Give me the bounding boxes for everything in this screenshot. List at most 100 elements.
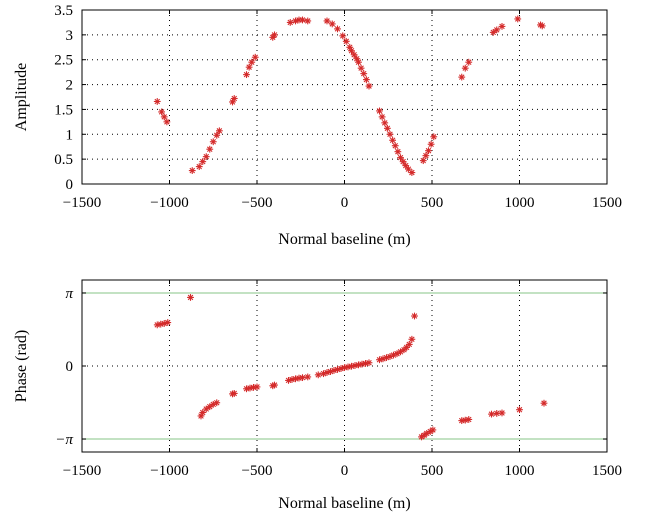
data-point — [230, 95, 238, 102]
y-tick-label: 0 — [66, 177, 74, 193]
data-point — [213, 399, 221, 407]
y-tick-label: 0.5 — [54, 152, 73, 168]
x-tick-label: −1000 — [150, 195, 188, 211]
data-point — [419, 157, 427, 165]
x-tick-label: −500 — [242, 195, 273, 211]
data-point — [304, 17, 312, 25]
data-point — [304, 373, 312, 381]
data-point — [158, 108, 166, 116]
x-tick-label: 500 — [421, 463, 444, 479]
x-tick-label: −1500 — [63, 195, 101, 211]
data-point — [383, 124, 391, 132]
x-tick-label: 0 — [341, 195, 349, 211]
phase-panel: −1500 −1000 −500 0 500 1000 1500 π 0 −π Normal bas… — [13, 279, 622, 512]
data-point — [348, 47, 355, 55]
data-point — [538, 22, 546, 30]
data-point — [391, 142, 399, 150]
data-point — [209, 138, 217, 146]
data-point — [461, 416, 469, 424]
data-point — [394, 148, 402, 156]
data-point — [328, 20, 336, 28]
x-tick-label: 1000 — [505, 195, 535, 211]
y-axis-label: Phase (rad) — [13, 330, 30, 402]
data-point — [411, 312, 418, 320]
data-point — [362, 76, 370, 83]
data-point — [271, 381, 278, 389]
x-tick-label: 1500 — [592, 463, 622, 479]
data-point — [360, 70, 368, 78]
data-point — [243, 71, 250, 79]
data-point — [314, 371, 322, 379]
y-tick-label: 2.5 — [54, 53, 73, 69]
data-point — [199, 158, 207, 166]
data-point — [350, 51, 358, 59]
data-point — [376, 107, 383, 115]
y-axis-label: Amplitude — [13, 63, 30, 131]
data-point — [461, 64, 469, 72]
y-tick-label: 0 — [66, 359, 74, 375]
data-point — [202, 153, 210, 161]
data-point — [429, 426, 437, 434]
data-point — [323, 17, 331, 25]
data-point — [408, 169, 416, 176]
data-point — [327, 368, 334, 375]
data-point — [299, 16, 306, 24]
x-tick-label: −1000 — [150, 463, 188, 479]
data-point — [206, 403, 214, 411]
data-point — [251, 53, 259, 61]
data-point — [399, 158, 407, 166]
y-tick-label: 1 — [66, 127, 74, 143]
data-point — [195, 163, 203, 171]
y-tick-label: 3.5 — [54, 3, 73, 19]
data-point — [489, 28, 497, 36]
data-point — [465, 58, 473, 66]
data-point — [271, 31, 278, 39]
data-point — [355, 361, 362, 369]
data-point — [498, 23, 506, 30]
data-point — [516, 406, 523, 414]
amplitude-panel: −1500 −1000 −500 0 500 1000 1500 0 0.5 1 1.5 2 2.5 3 3… — [13, 3, 622, 248]
data-point — [408, 335, 416, 343]
data-point — [253, 383, 261, 391]
data-point — [488, 410, 495, 418]
data-point — [427, 140, 435, 148]
data-point — [342, 37, 350, 45]
data-point — [402, 162, 410, 170]
data-point — [458, 73, 466, 81]
y-tick-label: 1.5 — [54, 102, 73, 118]
x-axis-label: Normal baseline (m) — [278, 231, 410, 248]
data-point — [286, 19, 294, 26]
y-tick-label: 3 — [66, 28, 74, 44]
data-point — [187, 294, 194, 301]
data-point — [378, 113, 386, 121]
y-tick-label: π — [65, 286, 73, 302]
data-point — [215, 127, 223, 135]
data-point — [334, 25, 341, 33]
x-tick-label: 500 — [421, 195, 444, 211]
data-point — [213, 131, 221, 139]
data-point — [245, 63, 253, 71]
x-tick-label: −500 — [242, 463, 273, 479]
data-point — [386, 130, 394, 138]
data-point — [299, 374, 306, 382]
x-tick-label: 1000 — [505, 463, 535, 479]
data-point — [540, 399, 548, 407]
data-point — [206, 145, 214, 153]
data-point — [381, 119, 389, 127]
x-axis-label: Normal baseline (m) — [278, 495, 410, 512]
data-point — [426, 428, 434, 435]
data-point — [365, 359, 373, 367]
data-point — [465, 416, 473, 423]
data-point — [153, 98, 161, 105]
y-tick-label: −π — [55, 432, 73, 448]
data-point — [422, 152, 430, 160]
x-tick-label: 1500 — [592, 195, 622, 211]
data-point — [514, 15, 522, 23]
data-point — [498, 409, 506, 417]
data-point — [164, 319, 172, 326]
data-point — [405, 340, 413, 348]
data-point — [163, 118, 171, 126]
data-point — [425, 147, 432, 155]
y-tick-label: 2 — [66, 78, 74, 94]
